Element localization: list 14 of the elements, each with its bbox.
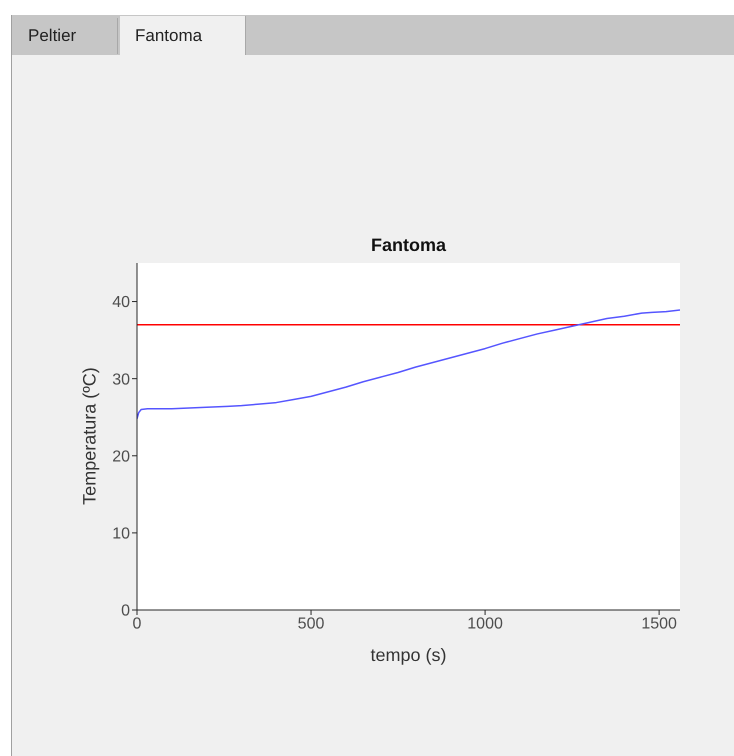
x-tick-label: 1500 xyxy=(641,615,678,632)
chart-title: Fantoma xyxy=(370,235,448,256)
y-axis-title: Temperatura (ºC) xyxy=(80,367,100,505)
y-tick-label: 0 xyxy=(121,602,130,620)
x-tick-label: 1000 xyxy=(467,615,503,632)
line-series xyxy=(137,309,680,420)
x-tick-label: 500 xyxy=(298,615,324,632)
x-axis-title: tempo (s) xyxy=(369,645,448,666)
y-tick-label: 10 xyxy=(112,526,130,543)
tab: Fantoma xyxy=(120,16,246,55)
y-tick-label: 30 xyxy=(112,371,130,388)
y-tick-label: 40 xyxy=(112,294,130,312)
x-tick-label: 0 xyxy=(132,615,142,632)
y-tick-label: 20 xyxy=(112,448,130,466)
